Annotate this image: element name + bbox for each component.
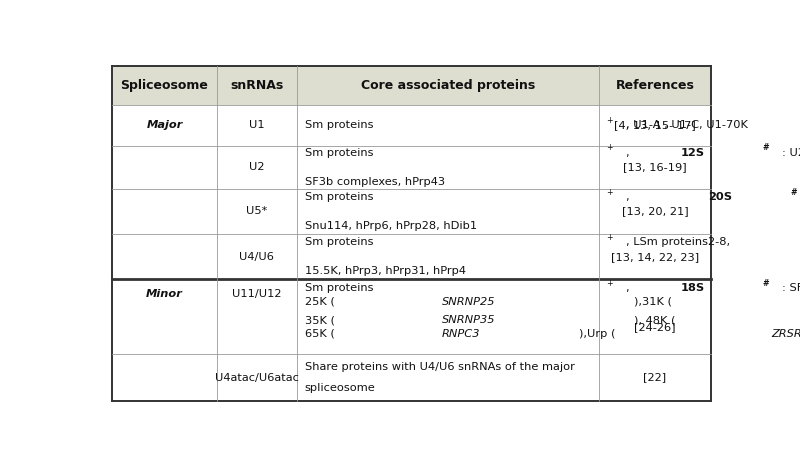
Text: +: + xyxy=(606,116,614,125)
Text: SNRNP35: SNRNP35 xyxy=(442,315,495,325)
Bar xyxy=(112,66,710,105)
Text: Sm proteins: Sm proteins xyxy=(305,192,373,202)
Text: [13, 20, 21]: [13, 20, 21] xyxy=(622,206,688,216)
Text: RNPC3: RNPC3 xyxy=(442,329,480,339)
Text: ),31K (: ),31K ( xyxy=(634,297,672,307)
Text: snRNAs: snRNAs xyxy=(230,79,283,92)
Text: 35K (: 35K ( xyxy=(305,315,334,325)
Text: ,: , xyxy=(626,192,637,202)
Bar xyxy=(112,234,710,279)
Text: ZRSR2: ZRSR2 xyxy=(771,329,800,339)
Text: , U1-A , U1-C, U1-70K: , U1-A , U1-C, U1-70K xyxy=(626,120,747,130)
Text: [13, 14, 22, 23]: [13, 14, 22, 23] xyxy=(611,252,699,261)
Text: 12S: 12S xyxy=(681,148,705,158)
Text: [22]: [22] xyxy=(643,372,666,383)
Text: ), 48K (: ), 48K ( xyxy=(634,315,675,325)
Text: SF3b complexes, hPrp43: SF3b complexes, hPrp43 xyxy=(305,177,445,186)
Text: spliceosome: spliceosome xyxy=(305,383,375,394)
Text: +: + xyxy=(606,233,614,242)
Text: Snu114, hPrp6, hPrp28, hDib1: Snu114, hPrp6, hPrp28, hDib1 xyxy=(305,221,477,231)
Text: U1: U1 xyxy=(249,120,265,130)
Text: Sm proteins: Sm proteins xyxy=(305,237,373,247)
Bar xyxy=(112,189,710,234)
Text: U2: U2 xyxy=(249,162,265,172)
Text: Sm proteins: Sm proteins xyxy=(305,120,373,130)
Text: : U2-A’, U2-B″, 17S: : U2-A’, U2-B″, 17S xyxy=(782,148,800,158)
Text: U4atac/U6atac: U4atac/U6atac xyxy=(215,372,298,383)
Text: Share proteins with U4/U6 snRNAs of the major: Share proteins with U4/U6 snRNAs of the … xyxy=(305,362,574,371)
Text: Major: Major xyxy=(146,120,182,130)
Text: #: # xyxy=(763,279,770,288)
Text: 25K (: 25K ( xyxy=(305,297,334,307)
Text: U5*: U5* xyxy=(246,206,267,216)
Text: Core associated proteins: Core associated proteins xyxy=(361,79,535,92)
Text: U11/U12: U11/U12 xyxy=(232,289,282,299)
Text: #: # xyxy=(763,143,770,152)
Text: Sm proteins: Sm proteins xyxy=(305,148,373,158)
Text: References: References xyxy=(615,79,694,92)
Text: : SF3b complex, 20K (: : SF3b complex, 20K ( xyxy=(782,283,800,294)
Text: [4, 13, 15- 17]: [4, 13, 15- 17] xyxy=(614,120,696,130)
Text: [24-26]: [24-26] xyxy=(634,322,676,332)
Text: 20S: 20S xyxy=(708,192,732,202)
Text: U4/U6: U4/U6 xyxy=(239,252,274,261)
Text: 15.5K, hPrp3, hPrp31, hPrp4: 15.5K, hPrp3, hPrp31, hPrp4 xyxy=(305,266,466,276)
Text: , LSm proteins2-8,: , LSm proteins2-8, xyxy=(626,237,737,247)
Bar xyxy=(112,354,710,401)
Text: Spliceosome: Spliceosome xyxy=(121,79,209,92)
Bar xyxy=(112,146,710,189)
Text: Sm proteins: Sm proteins xyxy=(305,283,373,294)
Bar xyxy=(112,279,710,354)
Text: ,: , xyxy=(626,148,633,158)
Bar xyxy=(112,105,710,146)
Text: #: # xyxy=(790,187,797,196)
Text: +: + xyxy=(606,143,614,152)
Text: +: + xyxy=(606,187,614,196)
Text: SNRNP25: SNRNP25 xyxy=(442,297,495,307)
Text: +: + xyxy=(606,279,614,288)
Text: 18S: 18S xyxy=(681,283,705,294)
Text: ),Urp (: ),Urp ( xyxy=(579,329,616,339)
Text: ,: , xyxy=(626,283,633,294)
Text: 65K (: 65K ( xyxy=(305,329,334,339)
Text: [13, 16-19]: [13, 16-19] xyxy=(623,162,686,172)
Text: Minor: Minor xyxy=(146,289,183,299)
